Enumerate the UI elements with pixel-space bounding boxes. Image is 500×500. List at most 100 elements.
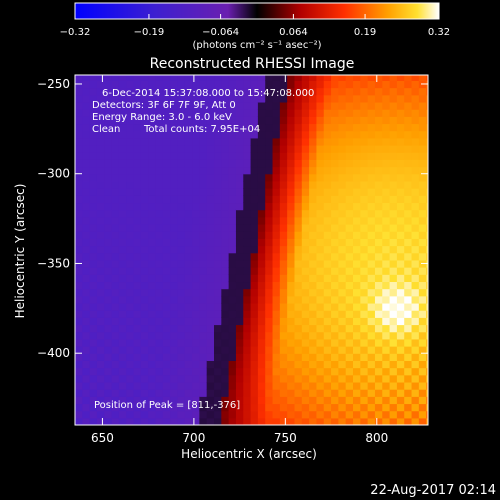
heatmap-cell [148, 94, 157, 103]
heatmap-cell [140, 223, 149, 232]
heatmap-cell [396, 152, 405, 160]
heatmap-cell [294, 367, 303, 376]
heatmap-cell [404, 75, 413, 81]
heatmap-cell [184, 259, 193, 268]
heatmap-cell [118, 195, 127, 204]
heatmap-cell [118, 223, 127, 232]
heatmap-cell [82, 310, 91, 318]
heatmap-cell [228, 374, 237, 383]
heatmap-cell [272, 346, 281, 354]
heatmap-cell [140, 360, 149, 369]
heatmap-cell [418, 195, 427, 204]
heatmap-cell [265, 209, 274, 218]
heatmap-cell [96, 145, 105, 153]
heatmap-cell [184, 180, 193, 189]
heatmap-cell [133, 87, 142, 96]
heatmap-cell [338, 346, 347, 354]
heatmap-cell [177, 231, 186, 239]
heatmap-cell [126, 130, 135, 139]
heatmap-cell [170, 94, 179, 103]
heatmap-cell [353, 180, 361, 189]
heatmap-cell [374, 188, 383, 196]
heatmap-cell [418, 116, 427, 125]
heatmap-cell [214, 317, 222, 326]
heatmap-cell [345, 180, 354, 189]
heatmap-cell [265, 123, 274, 132]
heatmap-cell [382, 223, 391, 232]
heatmap-cell [257, 288, 266, 297]
heatmap-cell [404, 223, 413, 232]
heatmap-cell [228, 317, 237, 326]
heatmap-cell [265, 231, 274, 239]
heatmap-cell [133, 346, 142, 354]
heatmap-cell [338, 173, 347, 182]
heatmap-cell [89, 410, 98, 419]
heatmap-cell [75, 310, 83, 318]
heatmap-cell [104, 195, 113, 204]
heatmap-cell [272, 295, 281, 304]
heatmap-cell [162, 417, 171, 425]
heatmap-cell [287, 231, 296, 239]
heatmap-cell [184, 130, 193, 139]
heatmap-cell [389, 159, 398, 168]
heatmap-cell [177, 223, 186, 232]
heatmap-cell [96, 101, 105, 110]
heatmap-cell [360, 360, 369, 369]
heatmap-cell [279, 109, 288, 117]
heatmap-cell [404, 338, 413, 347]
heatmap-cell [411, 123, 420, 132]
heatmap-cell [411, 101, 420, 110]
heatmap-cell [118, 75, 127, 81]
heatmap-cell [250, 202, 259, 211]
heatmap-cell [75, 396, 83, 405]
heatmap-cell [133, 152, 142, 160]
heatmap-cell [396, 130, 405, 139]
heatmap-cell [162, 173, 171, 182]
heatmap-cell [257, 231, 266, 239]
heatmap-cell [111, 137, 120, 146]
heatmap-cell [294, 75, 303, 81]
heatmap-cell [272, 331, 281, 340]
heatmap-cell [177, 403, 186, 412]
heatmap-cell [257, 180, 266, 189]
heatmap-cell [126, 367, 135, 376]
heatmap-cell [338, 396, 347, 405]
heatmap-cell [287, 123, 296, 132]
heatmap-cell [89, 310, 98, 318]
heatmap-cell [396, 87, 405, 96]
heatmap-cell [162, 346, 171, 354]
heatmap-cell [396, 238, 405, 247]
heatmap-cell [389, 245, 398, 254]
heatmap-cell [82, 80, 91, 89]
heatmap-cell [309, 410, 318, 419]
heatmap-cell [140, 123, 149, 132]
heatmap-cell [353, 295, 361, 304]
heatmap-cell [221, 396, 230, 405]
heatmap-cell [126, 159, 135, 168]
heatmap-cell [294, 101, 303, 110]
heatmap-cell [353, 209, 361, 218]
heatmap-cell [104, 324, 113, 333]
heatmap-cell [118, 346, 127, 354]
heatmap-cell [221, 374, 230, 383]
heatmap-cell [133, 238, 142, 247]
heatmap-cell [345, 281, 354, 290]
heatmap-cell [418, 209, 427, 218]
heatmap-cell [323, 145, 332, 153]
heatmap-cell [199, 346, 208, 354]
heatmap-cell [331, 396, 339, 405]
heatmap-cell [133, 281, 142, 290]
heatmap-cell [287, 209, 296, 218]
heatmap-cell [331, 389, 339, 397]
heatmap-cell [411, 396, 420, 405]
heatmap-cell [411, 252, 420, 261]
heatmap-cell [257, 302, 266, 311]
heatmap-cell [265, 202, 274, 211]
heatmap-cell [148, 223, 157, 232]
heatmap-cell [243, 389, 252, 397]
heatmap-cell [155, 238, 164, 247]
heatmap-cell [331, 87, 339, 96]
heatmap-cell [353, 403, 361, 412]
heatmap-cell [331, 173, 339, 182]
heatmap-cell [75, 238, 83, 247]
